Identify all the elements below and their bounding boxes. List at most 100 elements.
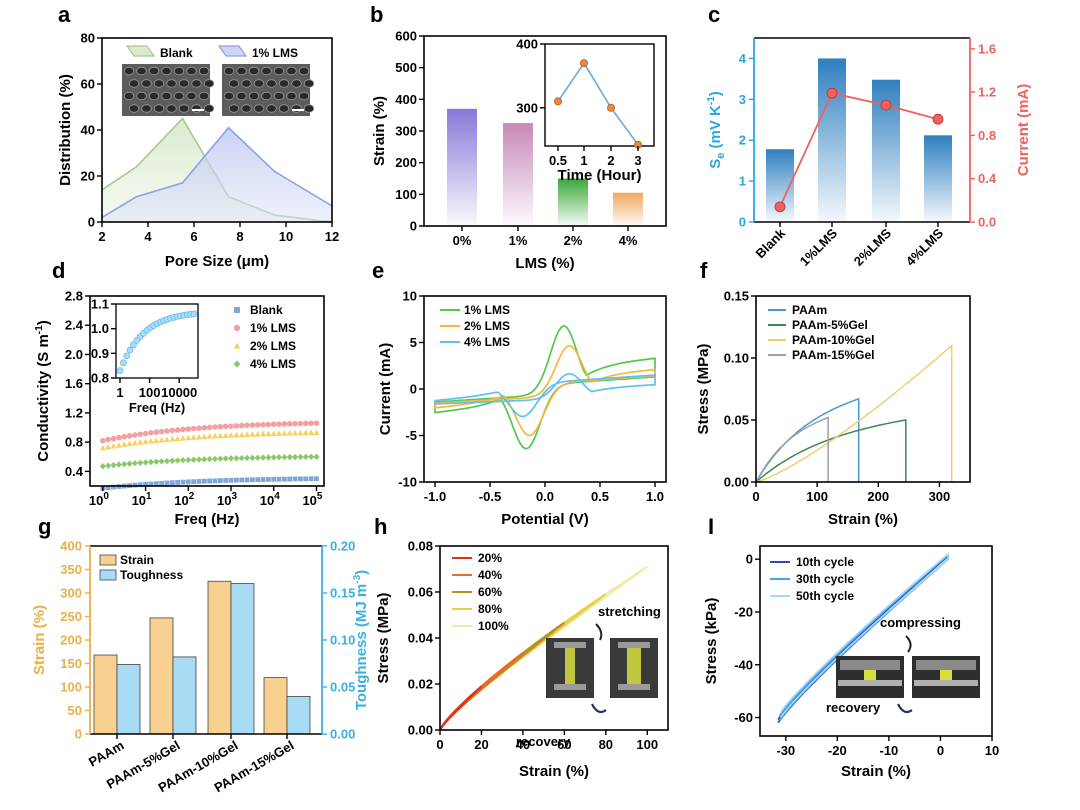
i-x-axis-label: Strain (%)	[841, 763, 911, 780]
i-photo-before-gel	[864, 670, 876, 680]
d-point-2	[238, 431, 245, 438]
g-strain-bar-3	[263, 677, 288, 735]
a-sem-image-lms-pore	[266, 104, 277, 113]
e-xtick-0: -1.0	[424, 489, 446, 504]
d-inset-point	[130, 341, 137, 349]
d-point-2	[169, 435, 176, 442]
d-point-3	[254, 454, 261, 461]
a-sem-image-blank-pore	[178, 104, 190, 113]
h-annotation-stretching: stretching	[598, 604, 661, 619]
e-x-axis-label: Potential (V)	[501, 511, 589, 528]
d-point-2	[212, 432, 219, 439]
h-legend-label-0: 20%	[478, 551, 502, 565]
d-point-1	[270, 421, 277, 428]
d-point-1	[222, 423, 229, 430]
d-ytick-4: 2.0	[65, 347, 83, 362]
d-point-1	[110, 435, 117, 442]
i-ytick-1: -40	[734, 657, 753, 672]
h-photo-stretched-clamp-bottom	[618, 684, 650, 690]
d-point-0	[217, 478, 223, 484]
d-point-1	[164, 428, 170, 434]
d-xtick-3: 103	[217, 491, 237, 508]
g-toughness-bar-1	[172, 656, 197, 735]
a-sem-image-blank-pore	[128, 104, 140, 113]
h-photo-relaxed-clamp-top	[554, 642, 586, 648]
d-point-2	[195, 433, 202, 440]
i-photo-before-plate-bottom	[838, 680, 902, 686]
b-inset-xtick-0: 0.5	[549, 153, 567, 168]
b-bar-3	[613, 192, 643, 226]
i-ytick-0: -60	[734, 710, 753, 725]
h-ytick-4: 0.08	[408, 539, 433, 554]
a-sem-image-lms-pore	[286, 91, 297, 101]
d-xtick-1: 101	[132, 491, 152, 508]
d-point-1	[265, 421, 272, 428]
f-xtick-0: 0	[752, 489, 759, 504]
d-point-0	[228, 477, 234, 483]
a-sem-image-blank-pore	[186, 66, 197, 76]
d-legend-marker-0	[234, 307, 240, 313]
d-point-1	[276, 421, 282, 427]
d-ytick-6: 2.8	[65, 289, 83, 304]
d-point-1	[313, 420, 320, 426]
b-ytick-0: 0	[410, 219, 417, 234]
panel-label-h: h	[374, 514, 387, 539]
f-xtick-3: 300	[929, 489, 951, 504]
c-ytick-right-3: 1.2	[978, 85, 996, 100]
b-inset-line	[557, 61, 639, 146]
d-point-0	[196, 479, 202, 484]
i-annotation-compressing: compressing	[880, 615, 961, 630]
c-ytick-right-0: 0.0	[978, 215, 996, 230]
d-point-0	[276, 476, 282, 482]
h-legend-label-3: 80%	[478, 602, 502, 616]
b-ytick-5: 500	[395, 60, 417, 75]
b-inset-ytick-1: 400	[516, 37, 538, 52]
d-xtick-2: 102	[174, 491, 194, 508]
d-point-3	[99, 463, 106, 470]
f-legend-label-2: PAAm-10%Gel	[792, 333, 874, 347]
d-point-2	[260, 430, 267, 437]
d-point-1	[201, 424, 208, 431]
i-legend-label-2: 50th cycle	[796, 589, 854, 603]
d-point-3	[153, 458, 160, 465]
d-inset-point	[116, 367, 124, 374]
d-point-0	[223, 478, 229, 483]
a-xtick-2: 6	[190, 229, 197, 244]
d-inset-ytick-0: 0.8	[91, 371, 109, 386]
d-point-1	[212, 424, 218, 430]
a-sem-image-lms-pore	[278, 104, 290, 113]
d-point-0	[260, 477, 266, 482]
a-sem-image-blank-pore	[173, 91, 185, 101]
h-ytick-1: 0.02	[408, 677, 433, 692]
d-point-2	[190, 434, 197, 440]
e-xtick-4: 1.0	[646, 489, 664, 504]
d-point-2	[265, 430, 272, 437]
d-point-3	[142, 459, 149, 466]
e-ytick-3: 5	[410, 335, 417, 350]
g-toughness-bar-2	[230, 583, 255, 735]
a-sem-image-blank-pore	[153, 104, 165, 113]
d-point-1	[185, 426, 192, 432]
h-xtick-3: 60	[557, 737, 571, 752]
c-bar-3	[924, 135, 952, 222]
d-point-2	[308, 429, 315, 436]
e-xtick-3: 0.5	[591, 489, 609, 504]
f-curve-3	[755, 416, 829, 483]
a-sem-image-blank-pore	[186, 91, 197, 101]
d-point-1	[153, 429, 160, 436]
d-legend-label-3: 4% LMS	[250, 357, 296, 371]
d-point-0	[266, 477, 271, 482]
d-point-2	[99, 444, 106, 451]
i-photo-after-plate-top	[916, 660, 976, 670]
d-point-0	[137, 482, 143, 488]
d-point-2	[228, 432, 235, 438]
a-sem-image-blank-pore	[123, 66, 135, 76]
d-point-0	[212, 478, 218, 484]
d-point-1	[158, 428, 165, 435]
h-legend-label-2: 60%	[478, 585, 502, 599]
i-legend-label-1: 30th cycle	[796, 572, 854, 586]
d-point-2	[121, 441, 128, 447]
d-point-1	[238, 422, 245, 429]
d-point-2	[115, 442, 122, 448]
d-point-1	[233, 423, 240, 429]
